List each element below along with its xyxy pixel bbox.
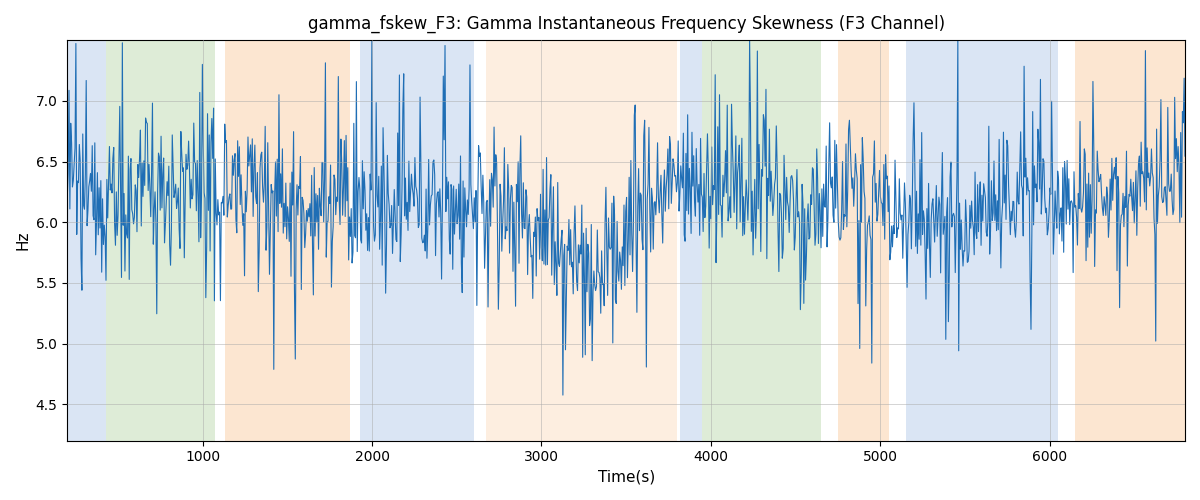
Bar (360, 40, 474, 440)
Y-axis label: Hz: Hz (16, 230, 30, 250)
Title: gamma_fskew_F3: Gamma Instantaneous Frequency Skewness (F3 Channel): gamma_fskew_F3: Gamma Instantaneous Freq… (307, 15, 944, 34)
Bar (838, 40, 889, 440)
Bar (107, 40, 215, 440)
Bar (1075, 40, 1184, 440)
Bar (486, 40, 677, 440)
Bar (680, 40, 702, 440)
X-axis label: Time(s): Time(s) (598, 470, 655, 485)
Bar (906, 40, 1058, 440)
Bar (224, 40, 350, 440)
Bar (702, 40, 821, 440)
Bar (67, 40, 107, 440)
